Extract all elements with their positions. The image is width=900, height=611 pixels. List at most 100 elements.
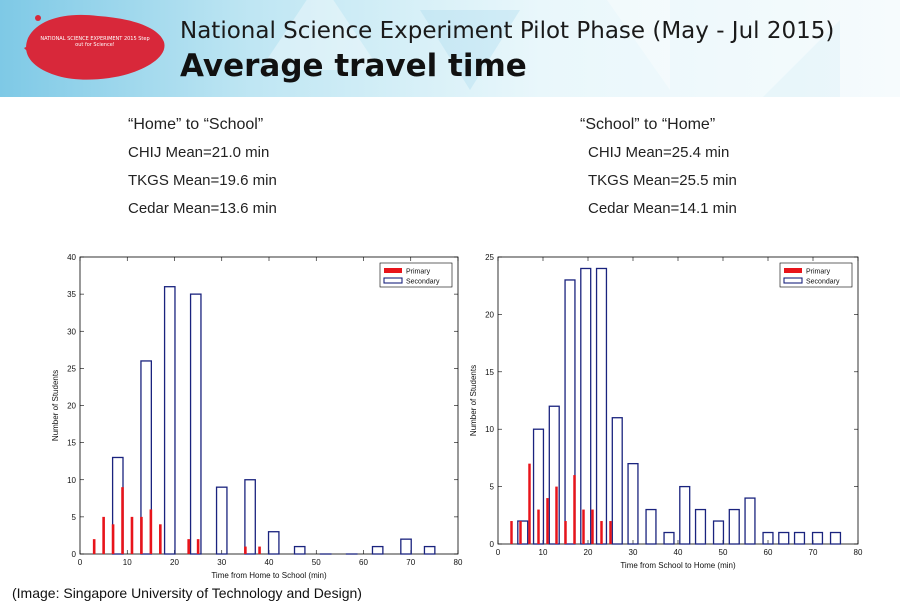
stats-line-tkgs: TKGS Mean=25.5 min <box>588 172 737 189</box>
y-axis-label: Number of Students <box>51 370 60 441</box>
bar-secondary <box>778 531 790 545</box>
logo-text: NATIONAL SCIENCE EXPERIMENT 2015 Step ou… <box>40 36 150 48</box>
banner-decoration <box>420 10 520 90</box>
y-tick-label: 30 <box>67 327 76 336</box>
bar-primary <box>591 509 594 544</box>
bar-primary <box>244 546 247 554</box>
x-tick-label: 80 <box>854 548 863 557</box>
bar-primary <box>510 521 513 544</box>
bar-primary <box>121 487 124 554</box>
x-tick-label: 70 <box>406 558 415 567</box>
legend-label-secondary: Secondary <box>406 279 440 286</box>
bar-primary <box>130 516 134 554</box>
legend-swatch-primary <box>384 268 402 273</box>
legend-label-secondary: Secondary <box>806 279 840 286</box>
bar-secondary <box>663 531 675 545</box>
stats-line-chij: CHIJ Mean=21.0 min <box>128 144 270 161</box>
legend-swatch-secondary <box>383 277 403 284</box>
bar-secondary <box>293 545 306 555</box>
bar-secondary <box>811 531 824 545</box>
x-tick-label: 80 <box>454 558 463 567</box>
x-tick-label: 50 <box>719 548 728 557</box>
legend-label-primary: Primary <box>806 269 831 276</box>
bar-primary <box>582 509 585 544</box>
y-axis-label: Number of Students <box>469 365 478 436</box>
stats-line-cedar: Cedar Mean=14.1 min <box>588 200 737 217</box>
legend-label-primary: Primary <box>406 269 431 276</box>
stats-school-to-home: “School” to “Home” CHIJ Mean=25.4 min TK… <box>580 111 737 223</box>
bar-secondary <box>627 462 639 545</box>
stats-line-chij: CHIJ Mean=25.4 min <box>588 144 730 161</box>
chart-school-to-home: 0 10 20 30 40 50 60 70 80 0 5 10 15 20 25 Time from Sch… <box>469 253 863 570</box>
bar-primary <box>573 475 576 544</box>
stats-line-cedar: Cedar Mean=13.6 min <box>128 200 277 217</box>
bar-primary <box>555 486 558 544</box>
bar-secondary <box>189 293 202 555</box>
y-tick-label: 5 <box>490 483 495 492</box>
bar-secondary <box>829 531 842 545</box>
y-tick-label: 15 <box>485 368 494 377</box>
bar-primary <box>519 521 522 544</box>
bar-secondary <box>762 531 774 545</box>
y-tick-label: 0 <box>490 540 495 549</box>
banner-decoration <box>600 0 670 90</box>
x-tick-label: 40 <box>265 558 274 567</box>
bar-secondary <box>694 508 707 545</box>
x-tick-label: 60 <box>764 548 773 557</box>
bar-secondary <box>611 417 623 545</box>
banner-decoration <box>760 20 840 97</box>
bar-primary <box>187 539 190 554</box>
x-tick-label: 60 <box>359 558 368 567</box>
chart-home-to-school: 0 10 20 30 40 50 60 70 80 0 5 10 15 20 25 30 35 40 Time fr… <box>51 253 463 580</box>
bar-secondary <box>744 497 756 545</box>
bar-secondary <box>793 531 806 545</box>
stats-line-tkgs: TKGS Mean=19.6 min <box>128 172 277 189</box>
bar-primary <box>159 524 162 554</box>
bar-primary <box>537 509 540 544</box>
x-tick-label: 70 <box>809 548 818 557</box>
bar-secondary <box>645 508 657 545</box>
page-title: Average travel time <box>180 48 527 84</box>
x-axis-label: Time from Home to School (min) <box>211 571 327 580</box>
x-tick-label: 10 <box>539 548 548 557</box>
bar-primary <box>140 516 143 554</box>
legend-swatch-secondary <box>783 277 803 284</box>
y-tick-label: 35 <box>67 290 76 299</box>
stats-heading: “Home” to “School” <box>128 116 264 133</box>
x-tick-label: 10 <box>123 558 132 567</box>
bar-secondary <box>564 279 576 545</box>
header-banner: NATIONAL SCIENCE EXPERIMENT 2015 Step ou… <box>0 0 900 97</box>
bar-primary <box>92 539 96 554</box>
y-tick-label: 25 <box>67 364 76 373</box>
bar-primary <box>564 521 567 544</box>
bar-primary <box>258 546 261 554</box>
y-tick-label: 20 <box>67 402 76 411</box>
x-tick-label: 50 <box>312 558 321 567</box>
y-tick-label: 10 <box>485 425 494 434</box>
bar-secondary <box>267 531 280 555</box>
bar-secondary <box>400 538 412 555</box>
bar-secondary <box>215 486 228 555</box>
bar-primary <box>111 524 115 554</box>
legend-swatch-primary <box>784 268 802 273</box>
bar-secondary <box>580 267 592 545</box>
x-tick-label: 40 <box>674 548 683 557</box>
y-tick-label: 25 <box>485 253 494 262</box>
x-tick-label: 0 <box>496 548 501 557</box>
bar-secondary <box>679 485 691 545</box>
x-tick-label: 20 <box>584 548 593 557</box>
plot-area <box>497 256 859 545</box>
bar-secondary <box>163 286 176 555</box>
bar-secondary <box>423 545 436 555</box>
bar-secondary <box>371 545 384 555</box>
bar-secondary <box>517 520 529 545</box>
bar-primary <box>546 498 549 544</box>
bar-secondary <box>140 360 152 555</box>
nse-logo <box>24 14 165 80</box>
x-tick-label: 0 <box>78 558 83 567</box>
y-tick-label: 40 <box>67 253 76 262</box>
page-subtitle: National Science Experiment Pilot Phase … <box>180 18 835 44</box>
bar-primary <box>149 509 153 554</box>
bar-primary <box>609 521 612 544</box>
banner-decoration <box>260 0 380 70</box>
